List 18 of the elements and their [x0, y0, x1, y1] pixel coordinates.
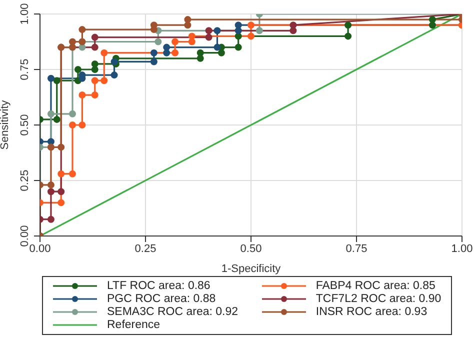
y-tick-label: 0.25	[19, 170, 31, 192]
y-tick-label: 0.75	[19, 58, 31, 80]
y-tick-label: 1.00	[19, 3, 31, 25]
x-tick-label: 0.75	[346, 242, 368, 255]
x-tick-label: 0.50	[240, 242, 262, 255]
x-tick-label: 0.25	[134, 242, 156, 255]
y-tick-label: 0.50	[19, 114, 31, 136]
x-tick-label: 0.00	[29, 242, 51, 255]
legend-label: LTF ROC area: 0.86	[107, 280, 210, 292]
legend-label: Reference	[107, 319, 160, 331]
legend-label: SEMA3C ROC area: 0.92	[107, 306, 238, 318]
x-tick-label: 1.00	[451, 242, 473, 255]
legend-label: PGC ROC area: 0.88	[107, 293, 216, 305]
x-axis-title: 1-Specificity	[221, 263, 282, 275]
y-axis-title: Sensitivity	[0, 100, 11, 150]
legend-label: FABP4 ROC area: 0.85	[316, 280, 436, 292]
legend-label: TCF7L2 ROC area: 0.90	[316, 293, 442, 305]
legend-label: INSR ROC area: 0.93	[316, 306, 428, 318]
